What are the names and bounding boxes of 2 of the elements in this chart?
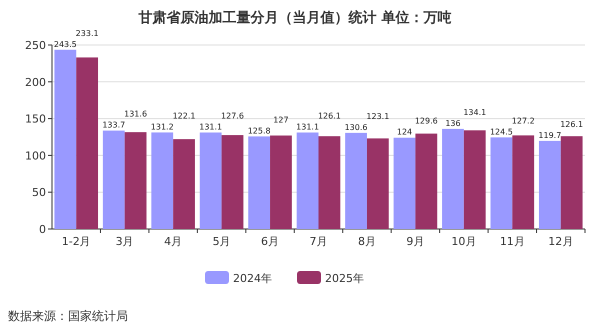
annotation: 数据来源：国家统计局 — [8, 309, 128, 323]
title: 甘肃省原油加工量分月（当月值）统计 单位：万吨 — [138, 10, 452, 26]
